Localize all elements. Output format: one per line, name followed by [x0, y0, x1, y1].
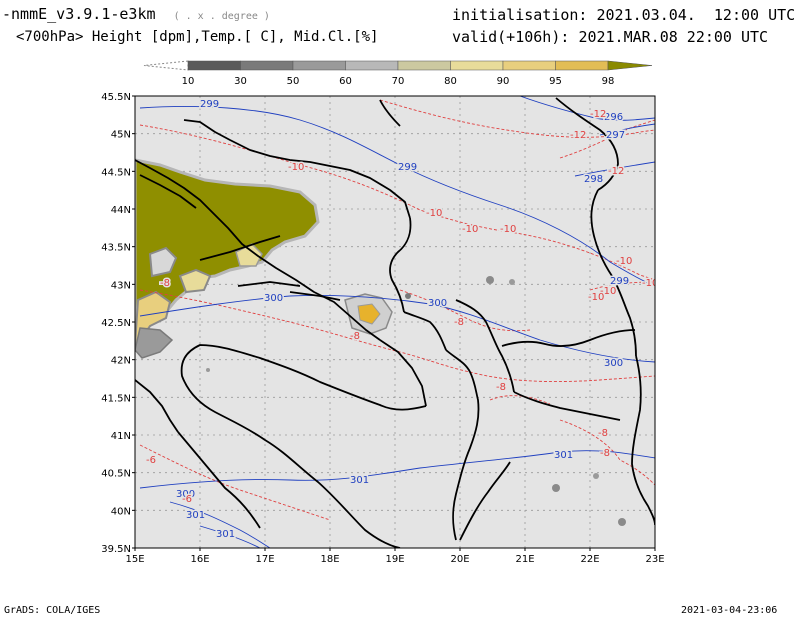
temp-label: -10 [500, 224, 516, 235]
temp-label: -10 [642, 278, 658, 289]
temp-label: -8 [454, 317, 464, 328]
longitude-labels: 15E 16E 17E 18E 19E 20E 21E 22E 23E [125, 548, 665, 565]
colorbar-tick-label: 90 [497, 76, 510, 87]
latitude-label: 44.5N [101, 167, 131, 178]
temp-label: -12 [608, 166, 624, 177]
longitude-label: 17E [255, 554, 274, 565]
field-subtitle: <700hPa> Height [dpm],Temp.[ C], Mid.Cl.… [16, 29, 379, 45]
latitude-label: 39.5N [101, 544, 131, 555]
latitude-label: 43.5N [101, 243, 131, 254]
init-label: initialisation: [452, 6, 588, 24]
colorbar-segment [450, 60, 504, 71]
cloud-colorbar: 10 30 50 60 70 80 90 95 98 [143, 60, 653, 87]
temp-label: -8 [600, 448, 610, 459]
temp-label: -10 [588, 292, 604, 303]
valid-value: 2021.MAR.08 22:00 UTC [578, 28, 769, 46]
graticule [135, 96, 655, 548]
colorbar-tick-label: 95 [549, 76, 562, 87]
latitude-label: 42.5N [101, 318, 131, 329]
longitude-label: 19E [385, 554, 404, 565]
borders-coastlines [135, 97, 655, 548]
longitude-label: 18E [320, 554, 339, 565]
longitude-label: 15E [125, 554, 144, 565]
height-label: 297 [606, 130, 625, 141]
latitude-label: 41N [111, 431, 131, 442]
height-label: 299 [610, 276, 629, 287]
height-label: 299 [398, 162, 417, 173]
contour-labels: 299 299 296 297 298 299 300 300 300 301 … [145, 98, 658, 542]
temp-label: -12 [590, 109, 606, 120]
colorbar-tick-label: 60 [339, 76, 352, 87]
longitude-label: 16E [190, 554, 209, 565]
colorbar-low-arrow [143, 60, 189, 71]
longitude-label: 22E [580, 554, 599, 565]
longitude-label: 21E [515, 554, 534, 565]
latitude-label: 40N [111, 506, 131, 517]
temp-label: -10 [616, 256, 632, 267]
latitude-label: 40.5N [101, 469, 131, 480]
valid-time: valid(+106h): 2021.MAR.08 22:00 UTC [452, 29, 768, 45]
temp-label: -8 [598, 428, 608, 439]
height-label: 300 [604, 358, 623, 369]
model-title: -nmmE_v3.9.1-e3km ( . x . degree ) [2, 6, 270, 25]
cloud-area [135, 158, 626, 526]
colorbar-tick-label: 80 [444, 76, 457, 87]
latitude-label: 45N [111, 130, 131, 141]
longitude-label: 23E [645, 554, 664, 565]
colorbar-segment [292, 60, 346, 71]
colorbar-segment [240, 60, 294, 71]
model-name: -nmmE_v3.9.1-e3km [2, 5, 156, 23]
height-label: 298 [584, 174, 603, 185]
valid-label: valid(+106h): [452, 28, 570, 46]
temp-label: -10 [600, 286, 616, 297]
latitude-label: 41.5N [101, 393, 131, 404]
height-label: 301 [554, 450, 573, 461]
height-contours [139, 96, 655, 548]
height-label: 296 [604, 112, 623, 123]
longitude-label: 20E [450, 554, 469, 565]
footer-timestamp: 2021-03-04-23:06 [681, 605, 778, 616]
footer-credit: GrADS: COLA/IGES [4, 605, 101, 616]
temp-label: -8 [496, 382, 506, 393]
height-label: 299 [200, 99, 219, 110]
colorbar-segment [187, 60, 241, 71]
colorbar-segment [555, 60, 609, 71]
colorbar-segment [502, 60, 556, 71]
latitude-label: 43N [111, 280, 131, 291]
temp-label: -8 [350, 331, 360, 342]
latitude-label: 44N [111, 205, 131, 216]
temp-label: -6 [182, 494, 192, 505]
temp-label: -8 [160, 278, 170, 289]
colorbar-segment [397, 60, 451, 71]
temp-label: -10 [426, 208, 442, 219]
temp-label: -6 [146, 455, 156, 466]
temp-label: -10 [288, 162, 304, 173]
colorbar-segment [345, 60, 399, 71]
temp-label: -12 [570, 130, 586, 141]
height-label: 300 [264, 293, 283, 304]
colorbar-tick-label: 98 [602, 76, 615, 87]
colorbar-tick-label: 10 [182, 76, 195, 87]
height-label: 301 [216, 529, 235, 540]
colorbar-tick-label: 30 [234, 76, 247, 87]
temp-label: -10 [462, 224, 478, 235]
height-label: 300 [176, 489, 195, 500]
coords-note: ( . x . degree ) [173, 11, 270, 22]
colorbar-high-arrow [607, 60, 653, 71]
colorbar-tick-label: 70 [392, 76, 405, 87]
init-value: 2021.03.04. 12:00 UTC [596, 6, 796, 24]
height-label: 301 [350, 475, 369, 486]
latitude-label: 45.5N [101, 92, 131, 103]
latitude-labels: 45.5N 45N 44.5N 44N 43.5N 43N 42.5N 42N 41.5N 41N… [101, 92, 135, 555]
init-time: initialisation: 2021.03.04. 12:00 UTC [452, 7, 795, 23]
colorbar-tick-label: 50 [287, 76, 300, 87]
temperature-contours [139, 99, 655, 521]
height-label: 300 [428, 298, 447, 309]
height-label: 301 [186, 510, 205, 521]
latitude-label: 42N [111, 356, 131, 367]
